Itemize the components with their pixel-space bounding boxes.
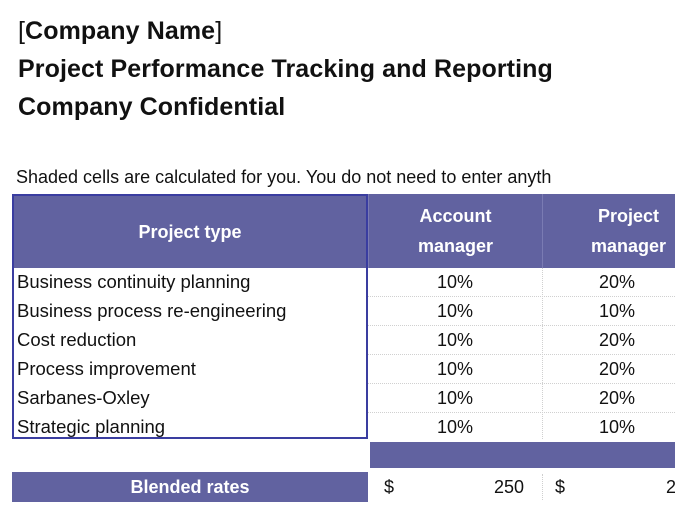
table-row: Cost reduction 10% 20%: [12, 326, 675, 354]
bracket-close: ]: [215, 17, 223, 45]
header-account-manager-stack: Account manager: [418, 201, 493, 261]
column-divider: [542, 268, 543, 439]
blended-rates-row: Blended rates $ 250 $ 2: [12, 472, 675, 502]
account-manager-cell[interactable]: 10%: [436, 388, 474, 408]
project-type-cell[interactable]: Business continuity planning: [17, 271, 251, 292]
project-manager-cell[interactable]: 20%: [598, 330, 636, 350]
project-type-cell[interactable]: Strategic planning: [17, 416, 166, 437]
header-account-manager-line1: Account: [419, 206, 492, 226]
row-divider: [368, 325, 675, 326]
header-account-manager[interactable]: Account manager: [368, 194, 542, 268]
header-project-manager-stack: Project manager: [591, 201, 666, 261]
project-type-cell[interactable]: Cost reduction: [17, 329, 137, 350]
header-project-type-label: Project type: [138, 222, 242, 242]
project-type-cell[interactable]: Process improvement: [17, 358, 196, 379]
table-row: Business process re-engineering 10% 10%: [12, 297, 675, 325]
table-row: Strategic planning 10% 10%: [12, 413, 675, 441]
account-manager-blended-rate[interactable]: 250: [494, 477, 525, 497]
project-manager-cell[interactable]: 10%: [598, 301, 636, 321]
project-type-cell[interactable]: Business process re-engineering: [17, 300, 287, 321]
project-manager-cell[interactable]: 20%: [598, 359, 636, 379]
account-manager-cell[interactable]: 10%: [436, 330, 474, 350]
report-header: [Company Name] Project Performance Track…: [18, 12, 668, 126]
header-project-type[interactable]: Project type: [12, 194, 368, 268]
instruction-note: Shaded cells are calculated for you. You…: [16, 167, 552, 187]
account-manager-cell[interactable]: 10%: [436, 359, 474, 379]
project-manager-currency: $: [555, 477, 566, 497]
account-manager-cell[interactable]: 10%: [436, 272, 474, 292]
header-project-manager[interactable]: Project manager: [542, 194, 675, 268]
blended-rates-label: Blended rates: [12, 472, 368, 502]
project-manager-cell[interactable]: 20%: [598, 272, 636, 292]
header-account-manager-line2: manager: [417, 236, 494, 256]
project-manager-blended-rate[interactable]: 2: [666, 477, 675, 497]
calculated-strip: [370, 442, 675, 468]
table-row: Business continuity planning 10% 20%: [12, 268, 675, 296]
header-project-manager-line1: Project: [598, 206, 660, 226]
account-manager-cell[interactable]: 10%: [436, 301, 474, 321]
rates-table: Project type Account manager Project man…: [12, 194, 675, 444]
project-type-cell[interactable]: Sarbanes-Oxley: [17, 387, 150, 408]
company-name-line: [Company Name]: [18, 12, 668, 50]
account-manager-cell[interactable]: 10%: [436, 417, 474, 437]
row-divider: [368, 383, 675, 384]
row-divider: [368, 296, 675, 297]
header-project-manager-line2: manager: [591, 236, 667, 256]
project-manager-cell[interactable]: 20%: [598, 388, 636, 408]
project-manager-cell[interactable]: 10%: [598, 417, 636, 437]
blended-divider: [542, 474, 543, 500]
project-type-border: [12, 268, 368, 439]
row-divider: [368, 412, 675, 413]
table-row: Sarbanes-Oxley 10% 20%: [12, 384, 675, 412]
table-row: Process improvement 10% 20%: [12, 355, 675, 383]
report-title: Project Performance Tracking and Reporti…: [18, 55, 553, 83]
rates-grid: Project type Account manager Project man…: [12, 194, 675, 444]
confidential-label: Company Confidential: [18, 93, 286, 121]
account-manager-currency: $: [384, 477, 395, 497]
company-name[interactable]: Company Name: [25, 17, 216, 45]
bracket-open: [: [18, 17, 26, 45]
row-divider: [368, 354, 675, 355]
